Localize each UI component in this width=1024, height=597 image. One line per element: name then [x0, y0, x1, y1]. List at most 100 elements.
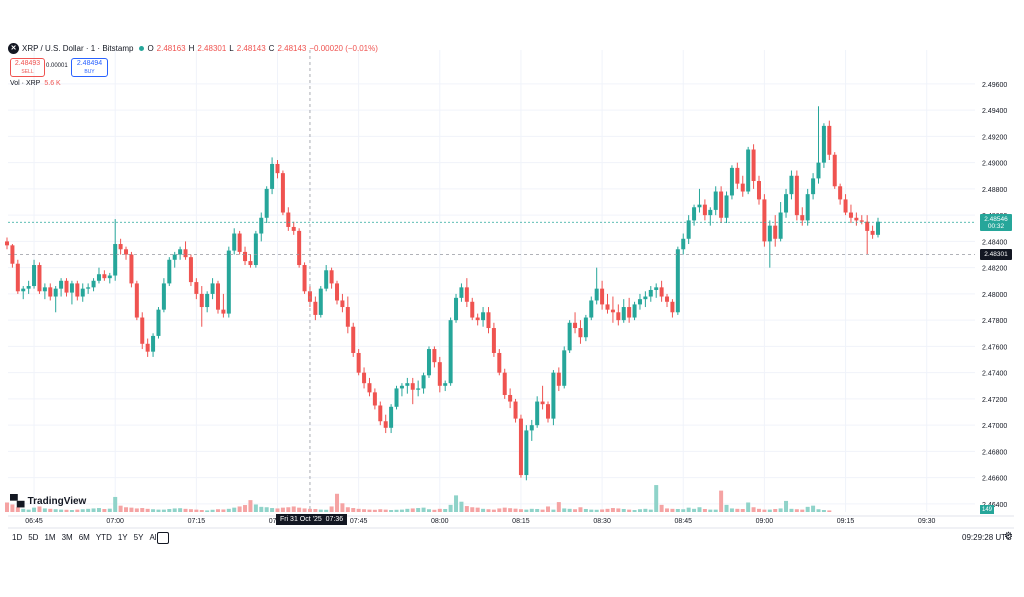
sell-label: SELL [21, 68, 34, 75]
candle-body [665, 296, 670, 302]
buy-button[interactable]: 2.48494 BUY [71, 58, 108, 77]
range-ytd[interactable]: YTD [95, 533, 112, 542]
volume-bar [540, 509, 545, 512]
candle-body [513, 401, 518, 419]
volume-bar [784, 500, 789, 512]
candle-body [416, 388, 421, 390]
candle-body [21, 288, 26, 292]
volume-bar [432, 509, 437, 512]
candle-body [854, 217, 859, 221]
x-tick-label: 08:15 [512, 518, 530, 525]
volume-bar [719, 490, 724, 512]
range-5d[interactable]: 5D [28, 533, 39, 542]
y-tick-label: 2.48800 [982, 187, 1007, 194]
volume-bar [794, 509, 799, 512]
range-6m[interactable]: 6M [78, 533, 90, 542]
candle-body [502, 372, 507, 395]
y-tick-label: 2.47200 [982, 397, 1007, 404]
symbol-title[interactable]: XRP / U.S. Dollar · 1 · Bitstamp [22, 43, 134, 53]
candle-body [448, 320, 453, 384]
range-3m[interactable]: 3M [61, 533, 73, 542]
volume-bar [443, 508, 448, 512]
volume-bar [351, 508, 356, 512]
tv-logo-icon: ▀▄ [10, 495, 25, 507]
candle-body [464, 287, 469, 302]
volume-bar [632, 510, 637, 512]
volume-bar [194, 509, 199, 512]
candle-body [632, 304, 637, 318]
candle-body [80, 288, 85, 297]
candle-body [573, 322, 578, 329]
volume-bar [583, 508, 588, 512]
volume-bar [508, 508, 513, 512]
volume-bar [5, 502, 9, 512]
x-tick-label: 08:30 [593, 518, 611, 525]
volume-bar [616, 508, 621, 512]
volume-legend[interactable]: Vol · XRP 5.6 K [10, 80, 61, 87]
candle-body [627, 307, 632, 318]
candle-body [562, 350, 567, 386]
volume-bar [96, 508, 101, 512]
volume-bar [778, 508, 783, 512]
volume-bar [356, 508, 361, 512]
candle-body [199, 293, 204, 308]
volume-bar [513, 508, 518, 512]
gear-icon[interactable]: ⚙ [1004, 531, 1013, 542]
volume-bar [378, 509, 383, 512]
volume-bar [134, 508, 139, 512]
candle-body [383, 421, 388, 428]
y-tick-label: 2.47800 [982, 318, 1007, 325]
y-tick-label: 2.47600 [982, 344, 1007, 351]
volume-bar [692, 508, 697, 512]
candle-body [648, 289, 653, 297]
candle-body [329, 270, 334, 284]
volume-bar [318, 509, 323, 512]
volume-bar [756, 508, 761, 512]
candle-body [96, 274, 101, 281]
range-all[interactable]: All [149, 533, 159, 542]
candle-body [421, 375, 426, 389]
volume-bar [286, 507, 291, 512]
volume-bar [383, 509, 388, 512]
candle-body [605, 304, 610, 310]
volume-bar [535, 508, 540, 512]
volume-bar [297, 507, 302, 512]
range-1d[interactable]: 1D [12, 533, 23, 542]
volume-bar [464, 506, 469, 512]
x-tick-label: 09:00 [756, 518, 774, 525]
range-5y[interactable]: 5Y [133, 533, 144, 542]
candle-body [42, 287, 47, 292]
candle-body [172, 254, 177, 260]
volume-bar [275, 508, 280, 512]
tradingview-logo[interactable]: ▀▄ TradingView [10, 495, 86, 507]
volume-bar [124, 507, 129, 512]
utc-clock[interactable]: 09:29:28 UTC [962, 533, 1012, 542]
candle-body [53, 288, 58, 297]
candle-body [784, 194, 789, 213]
volume-bar [399, 509, 404, 512]
buy-label: BUY [84, 68, 95, 75]
candle-body [659, 287, 664, 297]
volume-bar [816, 509, 821, 512]
candle-body [654, 287, 659, 290]
range-1y[interactable]: 1Y [117, 533, 128, 542]
candle-body [86, 287, 91, 289]
volume-bar [594, 509, 599, 512]
x-tick-label: 09:30 [918, 518, 936, 525]
y-tick-label: 2.48400 [982, 239, 1007, 246]
volume-bar [762, 509, 767, 512]
candle-body [610, 309, 615, 313]
candle-body [318, 288, 323, 315]
range-1m[interactable]: 1M [44, 533, 56, 542]
sell-button[interactable]: 2.48493 SELL [10, 58, 45, 77]
volume-value: 5.6 K [44, 80, 61, 87]
candle-body [91, 280, 96, 288]
volume-bar [243, 505, 248, 512]
candle-body [508, 394, 513, 402]
calendar-icon[interactable] [157, 532, 169, 544]
y-tick-label: 2.49200 [982, 134, 1007, 141]
x-tick-label: 09:15 [837, 518, 855, 525]
candle-body [378, 405, 383, 422]
y-tick-label: 2.48200 [982, 266, 1007, 273]
